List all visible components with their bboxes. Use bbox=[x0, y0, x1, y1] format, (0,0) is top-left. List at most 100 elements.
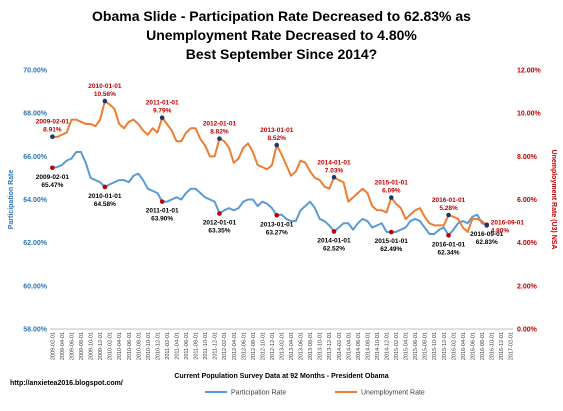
data-label-value: 4.80% bbox=[491, 227, 510, 234]
x-tick-label: 2013-08-01 bbox=[308, 332, 314, 360]
x-tick-label: 2009-12-01 bbox=[98, 332, 104, 360]
data-point-marker bbox=[102, 98, 108, 104]
data-point-marker bbox=[446, 212, 451, 218]
data-label-value: 62.34% bbox=[438, 249, 460, 256]
y-axis-title-right: Unemployment Rate (U3) NSA bbox=[550, 150, 557, 250]
x-tick-label: 2010-02-01 bbox=[108, 332, 114, 360]
x-tick-label: 2015-04-01 bbox=[404, 332, 410, 360]
y-tick-label-right: 6.00% bbox=[517, 197, 538, 204]
x-tick-label: 2016-08-01 bbox=[480, 332, 486, 360]
data-label-value: 8.52% bbox=[268, 135, 287, 142]
data-label-value: 63.35% bbox=[208, 228, 230, 235]
y-tick-label-left: 66.00% bbox=[23, 154, 48, 161]
chart-title-line-1: Obama Slide - Participation Rate Decreas… bbox=[92, 8, 471, 24]
source-url: http://anxietea2016.blogspot.com/ bbox=[10, 380, 123, 387]
x-tick-label: 2016-10-01 bbox=[490, 332, 496, 360]
x-tick-label: 2011-06-01 bbox=[184, 332, 190, 360]
data-label-value: 5.28% bbox=[439, 205, 458, 212]
y-tick-label-left: 62.00% bbox=[23, 240, 48, 247]
data-label-date: 2011-01-01 bbox=[146, 100, 179, 107]
x-tick-label: 2010-08-01 bbox=[136, 332, 142, 360]
data-point-marker bbox=[274, 142, 280, 148]
data-label-value: 63.90% bbox=[151, 216, 173, 223]
x-tick-label: 2009-06-01 bbox=[69, 332, 75, 360]
x-tick-label: 2015-06-01 bbox=[413, 332, 419, 360]
data-label-date: 2015-01-01 bbox=[375, 180, 409, 187]
data-label-value: 62.49% bbox=[380, 246, 402, 253]
data-point-marker bbox=[102, 184, 108, 190]
x-tick-label: 2015-12-01 bbox=[442, 332, 448, 360]
y-tick-label-left: 70.00% bbox=[23, 68, 48, 75]
x-tick-label: 2014-12-01 bbox=[385, 332, 391, 360]
x-tick-label: 2013-06-01 bbox=[299, 332, 305, 360]
data-label-date: 2009-02-01 bbox=[36, 119, 70, 126]
x-tick-label: 2013-02-01 bbox=[280, 332, 286, 360]
x-tick-label: 2013-12-01 bbox=[327, 332, 333, 360]
x-tick-label: 2017-02-01 bbox=[509, 332, 515, 360]
data-label-date: 2016-01-01 bbox=[432, 241, 466, 248]
y-tick-label-right: 4.00% bbox=[517, 240, 538, 247]
x-tick-label: 2014-06-01 bbox=[356, 332, 362, 360]
x-tick-label: 2014-08-01 bbox=[365, 332, 371, 360]
x-tick-label: 2014-10-01 bbox=[375, 332, 381, 360]
data-label-date: 2013-01-01 bbox=[260, 127, 294, 134]
x-tick-label: 2013-10-01 bbox=[318, 332, 324, 360]
x-tick-label: 2010-12-01 bbox=[155, 332, 161, 360]
x-tick-label: 2014-04-01 bbox=[346, 332, 352, 360]
x-tick-label: 2009-08-01 bbox=[79, 332, 85, 360]
chart-title-line-2: Unemployment Rate Decreased to 4.80% bbox=[146, 27, 417, 43]
participation-rate-line bbox=[52, 151, 488, 237]
y-tick-label-right: 0.00% bbox=[517, 327, 538, 334]
data-label-value: 6.09% bbox=[382, 188, 401, 195]
data-label-date: 2016-09-01 bbox=[491, 219, 525, 226]
x-tick-label: 2014-02-01 bbox=[337, 332, 343, 360]
data-label-value: 8.82% bbox=[210, 129, 229, 136]
data-label-date: 2012-01-01 bbox=[203, 220, 237, 227]
legend-label: Unemployment Rate bbox=[361, 390, 425, 397]
y-tick-label-left: 58.00% bbox=[23, 327, 48, 334]
data-label-date: 2011-01-01 bbox=[146, 208, 179, 215]
data-label-value: 63.27% bbox=[266, 229, 288, 236]
x-tick-label: 2015-10-01 bbox=[432, 332, 438, 360]
data-label-value: 8.91% bbox=[43, 127, 62, 134]
x-tick-label: 2015-02-01 bbox=[394, 332, 400, 360]
y-tick-label-left: 68.00% bbox=[23, 111, 48, 118]
unemployment-rate-line bbox=[52, 100, 488, 233]
data-point-marker bbox=[484, 223, 490, 228]
data-point-marker bbox=[50, 134, 55, 139]
x-tick-label: 2013-04-01 bbox=[289, 332, 295, 360]
data-point-marker bbox=[50, 165, 55, 171]
data-point-marker bbox=[331, 229, 337, 234]
data-point-marker bbox=[388, 195, 394, 200]
data-label-date: 2016-01-01 bbox=[432, 197, 466, 204]
x-tick-label: 2011-08-01 bbox=[194, 332, 200, 360]
data-point-marker bbox=[331, 174, 337, 180]
data-label-date: 2016-09-01 bbox=[470, 231, 504, 238]
data-label-date: 2014-01-01 bbox=[317, 159, 351, 166]
x-tick-label: 2011-12-01 bbox=[213, 332, 219, 360]
x-tick-label: 2009-02-01 bbox=[50, 332, 56, 360]
y-tick-label-right: 10.00% bbox=[517, 111, 542, 118]
y-tick-label-right: 12.00% bbox=[517, 68, 542, 75]
x-tick-label: 2016-06-01 bbox=[470, 332, 476, 360]
x-tick-label: 2010-04-01 bbox=[117, 332, 123, 360]
data-label-value: 7.03% bbox=[325, 167, 344, 174]
y-tick-label-right: 8.00% bbox=[517, 154, 538, 161]
data-point-marker bbox=[217, 211, 222, 216]
data-label-date: 2015-01-01 bbox=[375, 238, 409, 245]
data-label-date: 2010-01-01 bbox=[88, 193, 122, 200]
x-tick-label: 2016-04-01 bbox=[461, 332, 467, 360]
x-tick-label: 2016-02-01 bbox=[451, 332, 457, 360]
x-tick-label: 2012-08-01 bbox=[251, 332, 257, 360]
data-point-marker bbox=[388, 229, 394, 235]
x-tick-label: 2012-04-01 bbox=[232, 332, 238, 360]
data-label-value: 10.56% bbox=[94, 91, 116, 98]
x-tick-label: 2011-04-01 bbox=[174, 332, 180, 360]
data-label-date: 2014-01-01 bbox=[317, 237, 351, 244]
x-tick-label: 2009-10-01 bbox=[89, 332, 95, 360]
data-label-value: 9.79% bbox=[153, 108, 172, 115]
x-tick-label: 2010-06-01 bbox=[127, 332, 133, 360]
data-label-date: 2010-01-01 bbox=[88, 83, 122, 90]
data-label-value: 62.83% bbox=[476, 239, 498, 246]
data-label-date: 2013-01-01 bbox=[260, 221, 294, 228]
